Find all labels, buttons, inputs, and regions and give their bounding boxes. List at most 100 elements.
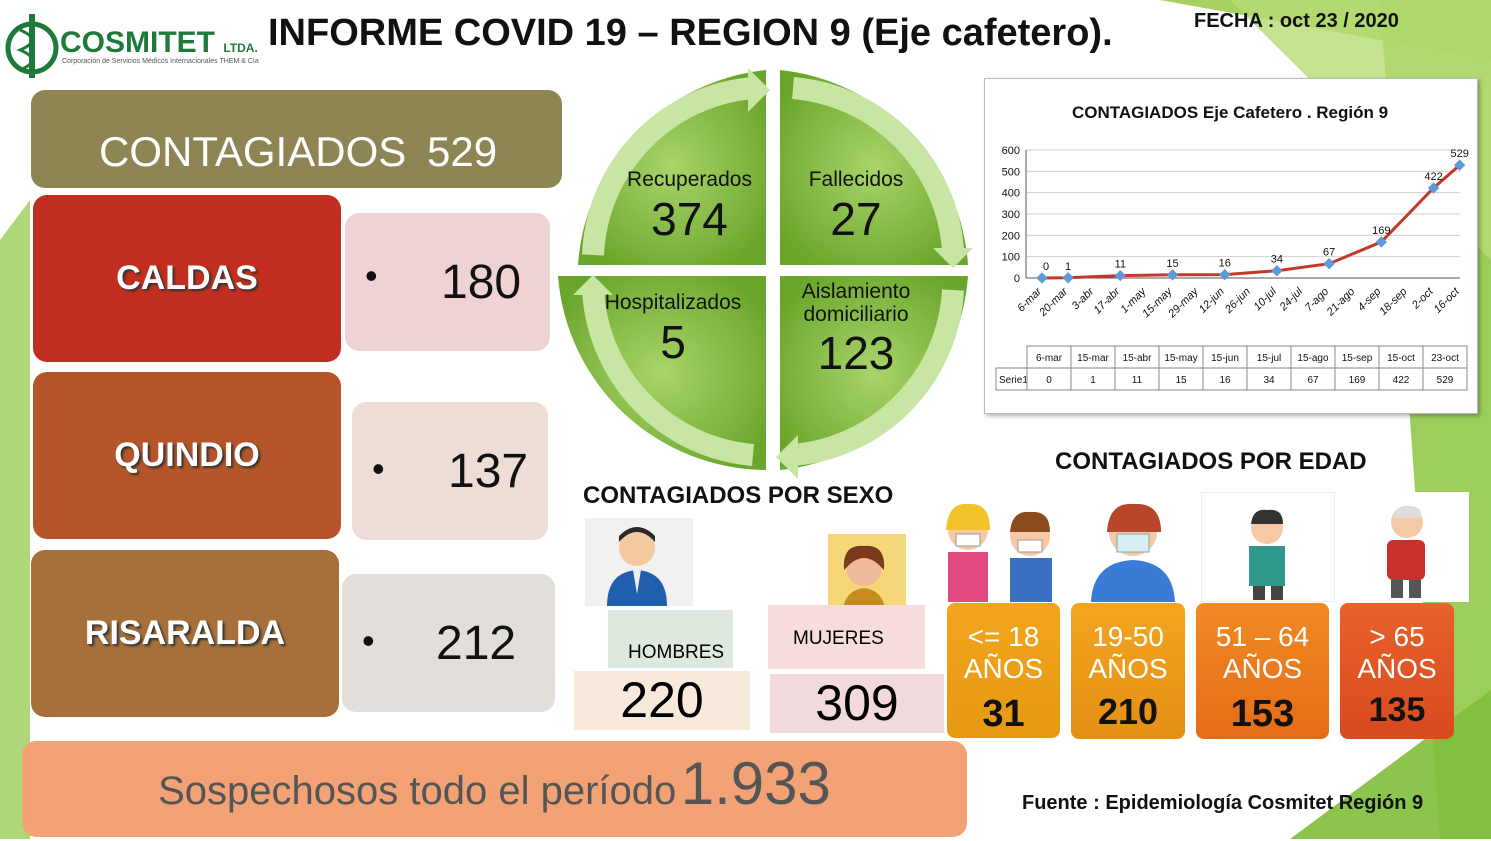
table-header-cell: 15-ago bbox=[1297, 353, 1329, 364]
x-tick-label: 20-mar bbox=[1036, 285, 1071, 320]
dept-risaralda-value: 212 bbox=[436, 617, 517, 670]
chart-panel bbox=[984, 78, 1478, 414]
data-label: 11 bbox=[1115, 259, 1126, 271]
aislamiento-value: 123 bbox=[817, 327, 895, 379]
bullet: • bbox=[362, 620, 375, 661]
x-tick-label: 16-oct bbox=[1432, 285, 1463, 316]
quad-hospitalizados: Hospitalizados 5 bbox=[598, 291, 748, 369]
children-icon bbox=[934, 492, 1070, 602]
x-tick-label: 21-ago bbox=[1324, 286, 1357, 319]
logo-subtitle: Corporación de Servicios Médicos Interna… bbox=[62, 58, 259, 65]
data-point bbox=[1036, 272, 1048, 284]
man-icon bbox=[585, 518, 693, 606]
chart-title: CONTAGIADOS Eje Cafetero . Región 9 bbox=[1072, 103, 1388, 122]
dept-caldas: CALDAS bbox=[33, 195, 341, 362]
data-label: 67 bbox=[1323, 247, 1335, 259]
table-data-row bbox=[995, 367, 1468, 391]
age-group-4-label: > 65 AÑOS bbox=[1357, 621, 1437, 684]
y-tick-label: 300 bbox=[1002, 209, 1020, 221]
logo: COSMITET LTDA. Corporación de Servicios … bbox=[4, 4, 259, 84]
x-tick-label: 18-sep bbox=[1377, 286, 1409, 318]
age-group-4: > 65 AÑOS 135 bbox=[1340, 603, 1454, 739]
fallecidos-value: 27 bbox=[830, 193, 882, 245]
report-date: FECHA : oct 23 / 2020 bbox=[1194, 10, 1399, 32]
mujeres-label-box: MUJERES bbox=[768, 605, 925, 669]
sospechosos-box: Sospechosos todo el período 1.933 bbox=[22, 741, 967, 837]
x-tick-label: 26-jun bbox=[1222, 286, 1253, 317]
page-title: INFORME COVID 19 – REGION 9 (Eje cafeter… bbox=[268, 12, 1113, 54]
data-label: 1 bbox=[1065, 261, 1071, 273]
table-header-cell: 15-sep bbox=[1342, 353, 1373, 364]
table-value-cell: 34 bbox=[1263, 375, 1275, 386]
hombres-label: HOMBRES bbox=[628, 642, 725, 663]
logo-emblem-icon bbox=[5, 14, 59, 78]
dept-quindio-name: QUINDIO bbox=[114, 436, 260, 474]
data-point bbox=[1062, 272, 1074, 284]
dept-quindio-value-box: • 137 bbox=[352, 402, 548, 540]
data-point bbox=[1114, 269, 1126, 282]
logo-suffix: LTDA. bbox=[223, 41, 258, 55]
table-value-cell: 11 bbox=[1132, 375, 1143, 386]
mujeres-value-box: 309 bbox=[770, 674, 944, 733]
table-value-cell: 422 bbox=[1393, 375, 1410, 386]
age-group-3-value: 153 bbox=[1230, 693, 1295, 735]
y-tick-label: 600 bbox=[1002, 145, 1020, 157]
dept-caldas-name: CALDAS bbox=[116, 259, 258, 297]
age-group-3: 51 – 64 AÑOS 153 bbox=[1196, 603, 1329, 739]
middle-age-icon bbox=[1201, 492, 1335, 602]
dept-quindio: QUINDIO bbox=[33, 372, 341, 539]
age-group-4-value: 135 bbox=[1368, 691, 1426, 729]
table-header-cell: 15-jul bbox=[1257, 353, 1281, 364]
total-contagiados-label: CONTAGIADOS bbox=[99, 128, 407, 175]
data-label: 34 bbox=[1271, 254, 1283, 266]
bullet: • bbox=[372, 448, 385, 489]
dept-risaralda-name: RISARALDA bbox=[84, 614, 286, 652]
table-value-cell: 1 bbox=[1090, 375, 1096, 386]
hombres-label-box: HOMBRES bbox=[608, 610, 733, 668]
dept-risaralda: RISARALDA bbox=[31, 550, 339, 717]
data-point bbox=[1271, 265, 1283, 277]
dept-caldas-value-box: • 180 bbox=[345, 213, 550, 351]
data-label: 529 bbox=[1450, 148, 1468, 160]
x-tick-label: 24-jul bbox=[1277, 285, 1306, 314]
data-label: 422 bbox=[1424, 171, 1442, 183]
table-value-cell: 67 bbox=[1307, 375, 1319, 386]
data-label: 0 bbox=[1043, 261, 1049, 273]
age-group-2: 19-50 AÑOS 210 bbox=[1071, 603, 1185, 739]
age-group-2-label: 19-50 AÑOS bbox=[1088, 621, 1168, 684]
table-header-cell: 15-jun bbox=[1211, 353, 1239, 364]
contagiados-line-chart: CONTAGIADOS Eje Cafetero . Región 9 0 100… bbox=[995, 103, 1469, 391]
hospitalizados-value: 5 bbox=[660, 316, 686, 368]
data-label: 169 bbox=[1372, 225, 1390, 237]
table-value-cell: 15 bbox=[1175, 375, 1187, 386]
elderly-icon bbox=[1337, 492, 1469, 602]
data-label: 16 bbox=[1219, 258, 1231, 270]
y-tick-label: 400 bbox=[1002, 188, 1020, 200]
aislamiento-label: Aislamiento domiciliario bbox=[801, 280, 911, 326]
recuperados-value: 374 bbox=[651, 193, 728, 245]
y-tick-label: 500 bbox=[1002, 166, 1020, 178]
hospitalizados-label: Hospitalizados bbox=[604, 291, 742, 314]
quad-fallecidos: Fallecidos 27 bbox=[786, 168, 926, 246]
data-point bbox=[1453, 159, 1466, 171]
dept-risaralda-value-box: • 212 bbox=[342, 574, 555, 712]
x-tick-label: 29-may bbox=[1166, 285, 1202, 321]
logo-name: COSMITET bbox=[60, 26, 215, 59]
recuperados-label: Recuperados bbox=[627, 168, 752, 191]
hombres-value: 220 bbox=[620, 672, 704, 728]
table-header-cell: 15-abr bbox=[1123, 353, 1153, 364]
x-tick-label: 10-jul bbox=[1252, 285, 1280, 313]
table-header-cell: 6-mar bbox=[1036, 353, 1063, 364]
series-line bbox=[1041, 164, 1461, 280]
age-group-1-value: 31 bbox=[982, 693, 1025, 735]
table-value-cell: 529 bbox=[1437, 375, 1454, 386]
x-tick-label: 12-jun bbox=[1197, 286, 1227, 316]
y-tick-label: 100 bbox=[1002, 252, 1020, 264]
adult-icon bbox=[1071, 492, 1199, 602]
mujeres-label: MUJERES bbox=[793, 628, 884, 649]
total-contagiados-value: 529 bbox=[427, 128, 498, 175]
table-header-cell: 15-oct bbox=[1387, 353, 1415, 364]
age-group-1-label: <= 18 AÑOS bbox=[963, 621, 1044, 684]
x-tick-label: 17-abr bbox=[1091, 285, 1123, 317]
y-tick-label: 0 bbox=[1014, 273, 1020, 285]
